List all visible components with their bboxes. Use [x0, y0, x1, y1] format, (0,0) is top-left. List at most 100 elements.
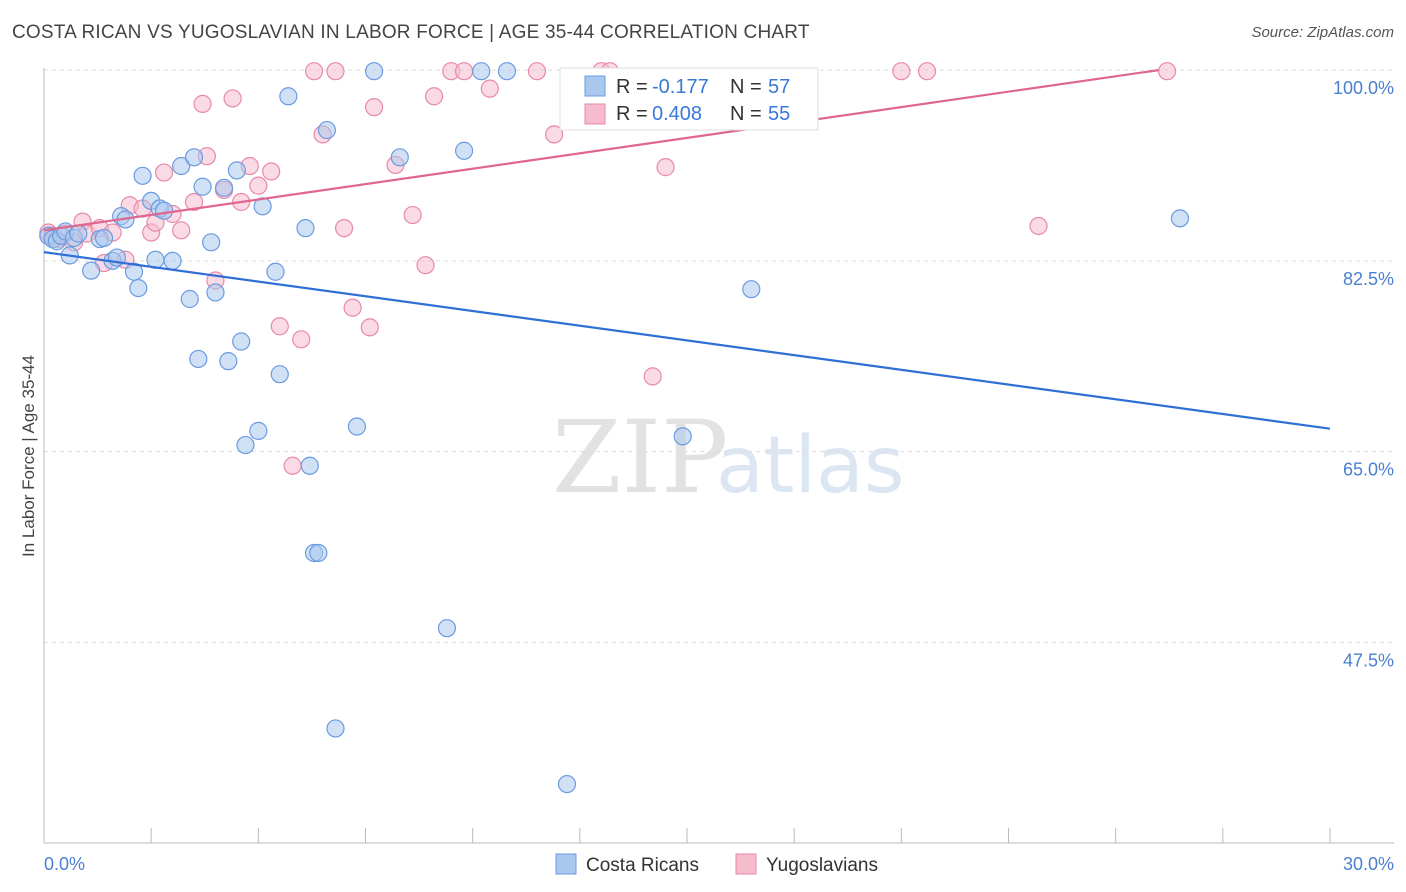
- yugoslavians-point-45: [527, 62, 547, 81]
- costa-ricans-point-25: [184, 148, 204, 167]
- bottom-swatch-yugoslavians: [735, 853, 757, 875]
- y-tick-label-3: 47.5%: [1343, 650, 1394, 670]
- yugoslavians-point-37: [364, 98, 384, 117]
- costa-ricans-point-30: [214, 178, 234, 197]
- yugoslavians-point-30: [292, 330, 311, 349]
- costa-ricans-point-23: [172, 156, 191, 176]
- stats-legend: R = -0.177 N = 57 R = 0.408 N = 55: [559, 67, 819, 131]
- yugoslavians-point-51: [892, 62, 911, 81]
- x-tick-label-min: 0.0%: [44, 854, 85, 874]
- costa-ricans-point-40: [296, 219, 315, 238]
- x-ticks: [43, 828, 1331, 843]
- costa-ricans-point-53: [557, 774, 577, 794]
- series-legend: Costa Ricans Yugoslavians: [555, 853, 878, 876]
- yugoslavians-point-49: [643, 367, 662, 386]
- bottom-legend-yugoslavians: Yugoslavians: [766, 855, 878, 876]
- costa-ricans-point-21: [154, 201, 174, 220]
- costa-ricans-point-24: [180, 289, 199, 309]
- legend-r-costa: -0.177: [652, 76, 709, 98]
- costa-ricans-point-56: [1170, 209, 1190, 228]
- legend-r-yugo: 0.408: [652, 103, 702, 125]
- costa-ricans-point-16: [129, 279, 148, 298]
- costa-ricans-point-45: [326, 719, 345, 738]
- costa-ricans-points: [39, 62, 1190, 794]
- costa-ricans-point-17: [133, 166, 152, 185]
- yugoslavians-point-53: [1029, 216, 1048, 236]
- costa-ricans-point-8: [82, 261, 101, 280]
- costa-ricans-point-39: [279, 87, 298, 106]
- costa-ricans-point-38: [270, 365, 289, 384]
- costa-ricans-point-50: [454, 141, 474, 160]
- x-tick-label-max: 30.0%: [1343, 854, 1394, 874]
- bottom-legend-costa-ricans: Costa Ricans: [586, 855, 699, 876]
- yugoslavians-point-44: [480, 79, 499, 98]
- legend-n-costa: 57: [768, 76, 790, 98]
- yugoslavians-point-43: [454, 62, 474, 81]
- yugoslavians-point-41: [424, 87, 444, 106]
- yugoslavians-point-15: [154, 163, 174, 182]
- costa-ricans-point-49: [437, 619, 457, 638]
- costa-ricans-point-10: [94, 228, 114, 248]
- legend-swatch-costa-ricans: [584, 75, 606, 97]
- costa-ricans-trend-line: [43, 251, 1331, 430]
- watermark-atlas: atlas: [716, 421, 905, 511]
- costa-ricans-point-35: [249, 421, 268, 440]
- yugoslavians-point-35: [343, 298, 362, 317]
- yugoslavians-point-31: [304, 62, 324, 81]
- legend-n-label-costa: N =: [730, 76, 762, 98]
- costa-ricans-point-55: [742, 280, 761, 299]
- yugoslavians-point-33: [326, 62, 345, 81]
- yugoslavians-point-28: [270, 317, 289, 336]
- yugoslavians-point-17: [172, 221, 191, 240]
- y-axis-label: In Labor Force | Age 35-44: [19, 355, 38, 557]
- costa-ricans-point-31: [219, 352, 238, 371]
- source-label: Source: ZipAtlas.com: [1251, 24, 1394, 41]
- costa-ricans-point-43: [309, 543, 328, 563]
- gridlines: [44, 69, 1394, 643]
- chart-title: COSTA RICAN VS YUGOSLAVIAN IN LABOR FORC…: [12, 22, 810, 43]
- yugoslavians-point-54: [1158, 62, 1177, 81]
- costa-ricans-point-32: [227, 161, 246, 180]
- y-tick-labels: 100.0% 82.5% 65.0% 47.5%: [1333, 78, 1394, 670]
- costa-ricans-point-54: [673, 427, 692, 446]
- costa-ricans-point-51: [472, 62, 491, 81]
- yugoslavians-point-34: [334, 219, 354, 238]
- costa-ricans-point-41: [300, 456, 319, 475]
- costa-ricans-point-26: [189, 349, 208, 369]
- yugoslavians-point-19: [193, 94, 212, 113]
- legend-n-label-yugo: N =: [730, 103, 762, 125]
- legend-swatch-yugoslavians: [584, 103, 606, 125]
- bottom-swatch-costa-ricans: [555, 853, 577, 875]
- costa-ricans-point-28: [202, 233, 221, 252]
- yugoslavians-point-39: [403, 205, 422, 225]
- costa-ricans-point-48: [390, 148, 409, 167]
- yugoslavians-point-52: [917, 62, 937, 81]
- costa-ricans-point-44: [317, 120, 337, 140]
- costa-ricans-point-46: [347, 417, 367, 436]
- costa-ricans-point-29: [206, 283, 225, 302]
- trend-lines: [43, 69, 1331, 430]
- costa-ricans-point-22: [163, 251, 182, 270]
- costa-ricans-point-37: [266, 262, 285, 281]
- costa-ricans-point-47: [364, 62, 384, 81]
- costa-ricans-point-27: [193, 177, 212, 196]
- legend-n-yugo: 55: [768, 103, 790, 125]
- yugoslavians-point-23: [223, 89, 242, 108]
- yugoslavians-point-29: [283, 456, 302, 475]
- legend-r-label-costa: R =: [616, 76, 648, 98]
- costa-ricans-point-52: [497, 62, 517, 81]
- yugoslavians-point-18: [184, 192, 204, 212]
- yugoslavians-point-27: [262, 162, 281, 181]
- legend-r-label-yugo: R =: [616, 103, 648, 125]
- yugoslavians-point-36: [360, 318, 379, 337]
- yugoslavians-trend-line: [43, 69, 1159, 232]
- yugoslavians-point-26: [249, 176, 268, 195]
- yugoslavians-point-50: [656, 158, 675, 177]
- axes: [43, 68, 1394, 844]
- costa-ricans-point-7: [69, 224, 88, 243]
- costa-ricans-point-34: [236, 435, 255, 455]
- watermark-zip: ZIP: [552, 399, 728, 516]
- y-tick-label-1: 82.5%: [1343, 269, 1394, 289]
- y-tick-label-2: 65.0%: [1343, 460, 1394, 480]
